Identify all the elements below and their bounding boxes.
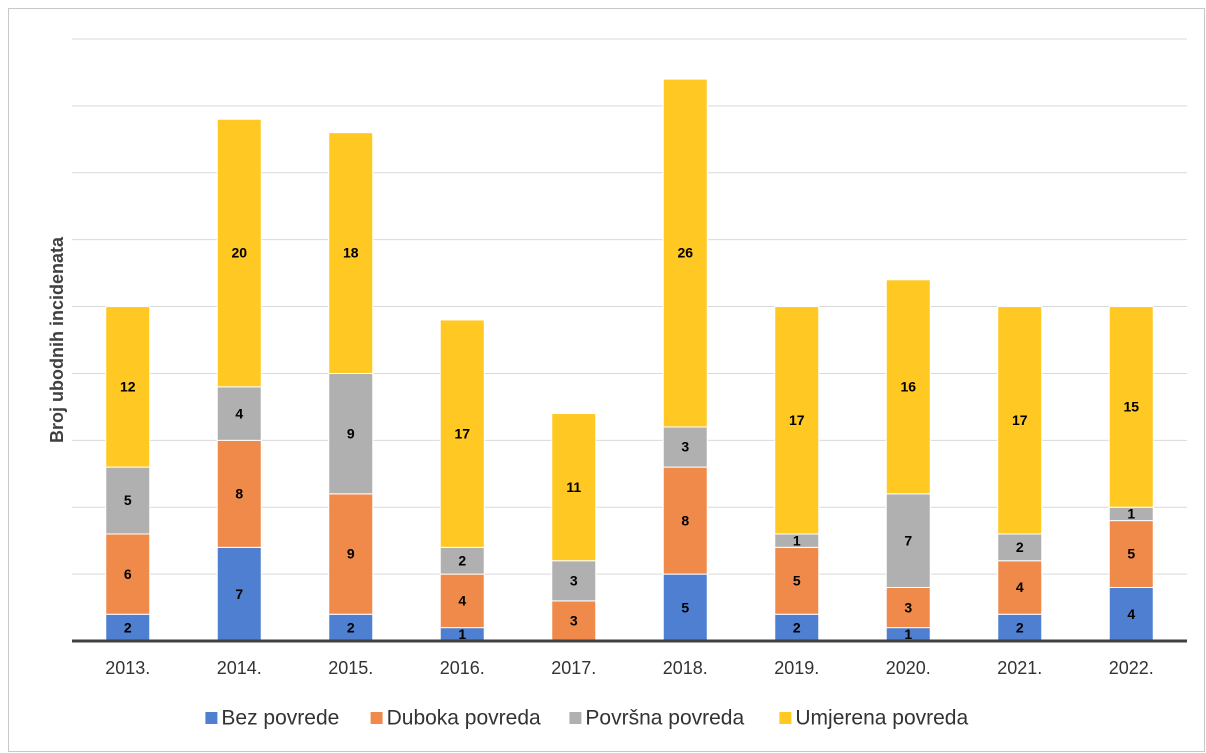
data-label: 16 — [900, 379, 916, 395]
x-tick-label: 2020. — [886, 658, 931, 678]
bar-segment — [216, 546, 262, 642]
legend-swatch — [205, 712, 218, 724]
legend-swatch — [779, 712, 792, 724]
bar-segment — [774, 306, 820, 535]
bar-segment — [328, 372, 374, 495]
legend-label: Bez povrede — [221, 707, 339, 730]
data-label: 20 — [231, 245, 247, 261]
bar-segment — [774, 546, 820, 615]
x-tick-label: 2014. — [217, 658, 262, 678]
data-label: 4 — [1127, 606, 1135, 622]
bar-segment — [216, 118, 262, 388]
x-tick-label: 2019. — [774, 658, 819, 678]
bar-segment — [439, 573, 485, 629]
data-label: 5 — [681, 599, 689, 615]
bar-segment — [551, 413, 597, 562]
data-label: 26 — [677, 245, 693, 261]
data-label: 2 — [793, 619, 801, 635]
legend-swatch — [569, 712, 582, 724]
bar-segment — [662, 426, 708, 468]
data-label: 4 — [458, 593, 466, 609]
bar-segment — [328, 493, 374, 615]
x-tick-label: 2018. — [663, 658, 708, 678]
data-label: 1 — [1127, 506, 1135, 522]
legend-label: Duboka povreda — [387, 707, 541, 730]
data-label: 8 — [235, 486, 243, 502]
data-label: 17 — [789, 412, 805, 428]
bar-segment — [105, 306, 151, 468]
bar-segment — [885, 279, 931, 495]
data-label: 2 — [1016, 619, 1024, 635]
data-label: 1 — [458, 626, 466, 642]
data-label: 6 — [124, 566, 132, 582]
bar-segment — [105, 533, 151, 615]
x-tick-label: 2013. — [105, 658, 150, 678]
data-label: 2 — [124, 619, 132, 635]
bar-segment — [774, 613, 820, 642]
x-tick-label: 2022. — [1109, 658, 1154, 678]
legend-label: Umjerena povreda — [795, 707, 968, 730]
bar-segment — [662, 78, 708, 428]
data-label: 2 — [458, 552, 466, 568]
x-tick-label: 2015. — [328, 658, 373, 678]
bar-segment — [1108, 586, 1154, 642]
bar-segment — [105, 466, 151, 535]
y-axis-title: Broj ubodnih incidenata — [47, 236, 67, 443]
legend-swatch — [370, 712, 383, 724]
data-label: 17 — [454, 425, 470, 441]
data-label: 4 — [235, 405, 243, 421]
bar-segment — [551, 560, 597, 602]
bar-segment — [439, 319, 485, 548]
data-label: 4 — [1016, 579, 1024, 595]
data-label: 15 — [1123, 399, 1139, 415]
data-label: 17 — [1012, 412, 1028, 428]
data-label: 9 — [347, 546, 355, 562]
bar-segment — [997, 306, 1043, 535]
bar-segment — [328, 613, 374, 642]
bar-segment — [997, 560, 1043, 615]
data-label: 5 — [793, 573, 801, 589]
data-label: 9 — [347, 425, 355, 441]
data-label: 1 — [904, 626, 912, 642]
data-label: 8 — [681, 512, 689, 528]
legend-label: Površna povreda — [585, 707, 744, 730]
bar-segment — [662, 466, 708, 575]
x-tick-label: 2016. — [440, 658, 485, 678]
x-tick-label: 2021. — [997, 658, 1042, 678]
data-label: 3 — [904, 599, 912, 615]
data-label: 7 — [904, 532, 912, 548]
data-label: 18 — [343, 245, 359, 261]
x-tick-label: 2017. — [551, 658, 596, 678]
bar-segment — [328, 132, 374, 374]
data-label: 12 — [120, 379, 136, 395]
data-label: 3 — [570, 613, 578, 629]
bar-segment — [662, 573, 708, 642]
bar-segment — [885, 586, 931, 629]
bar-segment — [997, 533, 1043, 562]
data-label: 3 — [681, 439, 689, 455]
data-label: 11 — [566, 479, 581, 495]
data-label: 3 — [570, 573, 578, 589]
data-label: 7 — [235, 586, 243, 602]
bar-segment — [551, 600, 597, 642]
bar-segment — [216, 439, 262, 548]
data-label: 2 — [347, 619, 355, 635]
bar-segment — [1108, 306, 1154, 508]
data-label: 5 — [1127, 546, 1135, 562]
data-label: 2 — [1016, 539, 1024, 555]
bar-segment — [216, 386, 262, 441]
data-label: 1 — [793, 532, 801, 548]
data-label: 5 — [124, 492, 132, 508]
